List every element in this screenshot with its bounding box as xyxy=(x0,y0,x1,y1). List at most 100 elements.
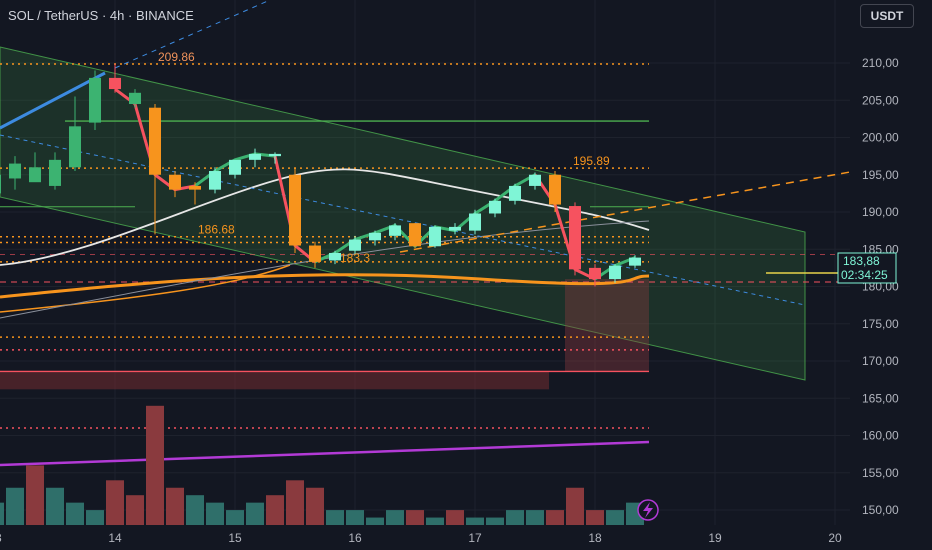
candle-body xyxy=(149,107,161,175)
time-tick-label: 14 xyxy=(108,531,122,545)
candle-body xyxy=(229,159,241,175)
price-tick-label: 190,00 xyxy=(862,205,899,219)
time-tick-label: 15 xyxy=(228,531,242,545)
price-axis[interactable]: 210,00205,00200,00195,00190,00185,00180,… xyxy=(862,56,899,517)
candle-body xyxy=(269,153,281,157)
price-tick-label: 195,00 xyxy=(862,168,899,182)
chart-overlays xyxy=(0,0,852,467)
volume-bar xyxy=(386,510,404,525)
price-tick-label: 205,00 xyxy=(862,93,899,107)
volume-bar xyxy=(566,487,584,525)
candle-body xyxy=(189,185,201,190)
currency-button[interactable]: USDT xyxy=(860,4,914,28)
volume-bar xyxy=(466,517,484,525)
volume-bar xyxy=(186,495,204,525)
volume-bar xyxy=(326,510,344,525)
candles xyxy=(0,63,641,287)
volume-bar xyxy=(86,510,104,525)
volume-bar xyxy=(6,487,24,525)
volume-bar xyxy=(106,480,124,525)
candle-body xyxy=(0,174,1,194)
orange-dashed-line xyxy=(399,171,851,253)
volume-bar xyxy=(606,510,624,525)
volume-bar xyxy=(226,510,244,525)
last-price-marker: 183,88 02:34:25 xyxy=(837,252,897,284)
volume-bar xyxy=(26,465,44,525)
candle-body xyxy=(349,239,361,251)
volume-bar xyxy=(266,495,284,525)
time-tick-label: 17 xyxy=(468,531,482,545)
volume-bar xyxy=(346,510,364,525)
title-sep-2: · xyxy=(128,8,133,23)
volume-bar xyxy=(366,517,384,525)
volume-bar xyxy=(0,502,4,525)
time-tick-label: 16 xyxy=(348,531,362,545)
candle-body xyxy=(569,206,581,270)
last-price-box xyxy=(837,252,897,284)
interval-label: 4h xyxy=(109,8,125,23)
level-label: 183.3 xyxy=(340,251,370,265)
candle-body xyxy=(109,77,121,90)
price-tick-label: 160,00 xyxy=(862,429,899,443)
price-tick-label: 155,00 xyxy=(862,466,899,480)
title-sep-1: · xyxy=(101,8,107,23)
volume-bar xyxy=(126,495,144,525)
volume-bar xyxy=(46,487,64,525)
candle-body xyxy=(489,200,501,214)
candle-body xyxy=(69,126,81,168)
candle-body xyxy=(529,174,541,186)
time-tick-label: 18 xyxy=(588,531,602,545)
price-tick-label: 210,00 xyxy=(862,56,899,70)
candle-body xyxy=(169,174,181,190)
price-path xyxy=(533,173,596,281)
candle-body xyxy=(249,153,261,160)
volume-bars xyxy=(0,405,644,525)
candle-body xyxy=(129,92,141,104)
candle-body xyxy=(609,265,621,280)
volume-bar xyxy=(166,487,184,525)
candle-body xyxy=(9,163,21,179)
time-tick-label: 13 xyxy=(0,531,2,545)
candle-body xyxy=(309,245,321,262)
volume-bar xyxy=(526,510,544,525)
candle-body xyxy=(429,226,441,247)
loss-zone xyxy=(565,279,649,372)
candle-body xyxy=(209,171,221,190)
volume-bar xyxy=(206,502,224,525)
time-axis[interactable]: 13 14 15 16 17 18 19 20 xyxy=(0,531,842,545)
candle-body xyxy=(589,267,601,280)
candle-body xyxy=(449,226,461,231)
volume-bar xyxy=(406,510,424,525)
volume-bar xyxy=(546,510,564,525)
support-zone xyxy=(0,371,549,390)
countdown-timer: 02:34:25 xyxy=(841,268,888,282)
orange-ma-line xyxy=(0,273,650,299)
exchange-name: BINANCE xyxy=(135,8,194,23)
volume-bar xyxy=(286,480,304,525)
candle-body xyxy=(289,174,301,246)
price-tick-label: 165,00 xyxy=(862,391,899,405)
level-labels: 209.86 195.89 186.68 183.3 xyxy=(158,50,610,265)
candle-body xyxy=(329,252,341,261)
blue-dashed-line xyxy=(0,134,806,306)
lightning-icon[interactable] xyxy=(637,499,659,521)
candle-body xyxy=(49,159,61,186)
trend-channel xyxy=(0,46,806,381)
white-ma-line xyxy=(0,168,650,266)
candle-body xyxy=(629,257,641,266)
blue-dashed-line xyxy=(114,0,271,69)
volume-bar xyxy=(426,517,444,525)
price-tick-label: 175,00 xyxy=(862,317,899,331)
volume-bar xyxy=(246,502,264,525)
volume-bar xyxy=(586,510,604,525)
price-tick-label: 200,00 xyxy=(862,131,899,145)
candle-body xyxy=(29,167,41,183)
level-label: 195.89 xyxy=(573,154,610,168)
volume-bar xyxy=(66,502,84,525)
candle-body xyxy=(389,225,401,236)
level-label: 209.86 xyxy=(158,50,195,64)
candle-body xyxy=(89,77,101,123)
volume-bar xyxy=(306,487,324,525)
candle-body xyxy=(369,232,381,241)
